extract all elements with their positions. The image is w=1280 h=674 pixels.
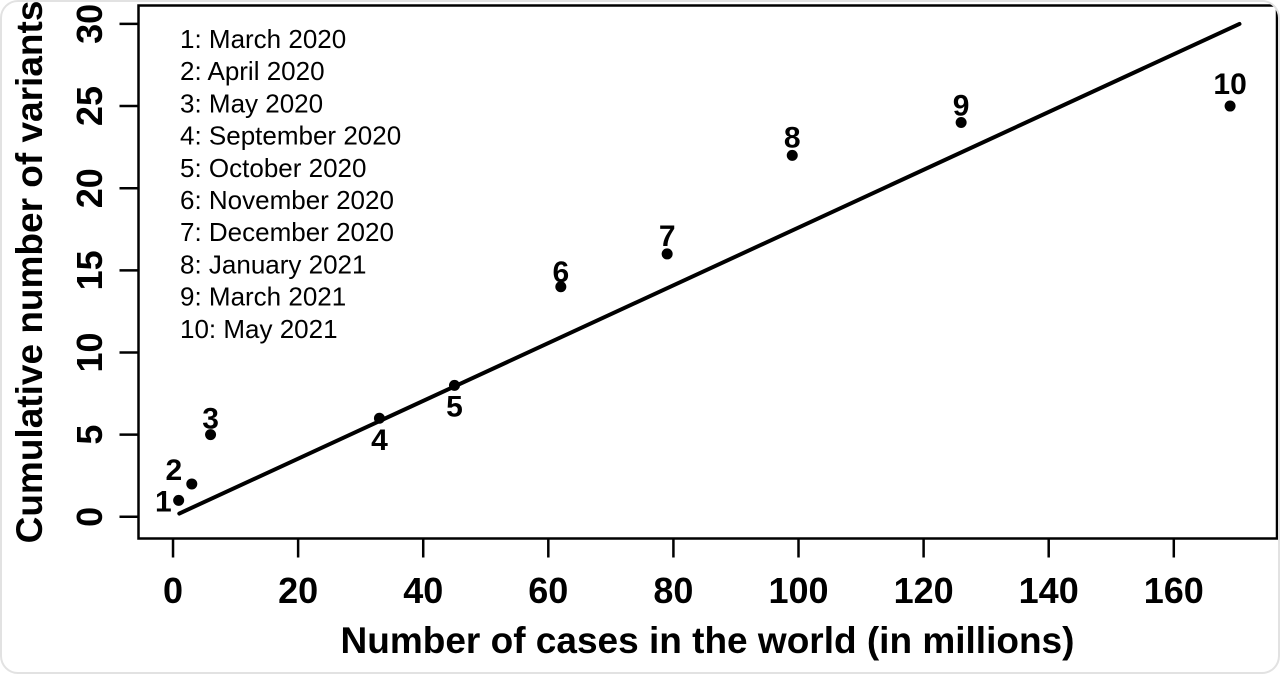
data-point-label-7: 7 (659, 220, 676, 253)
legend-item-2: 2: April 2020 (180, 56, 325, 86)
data-point-4 (373, 412, 385, 424)
x-tick-label: 40 (403, 570, 443, 611)
x-tick-label: 120 (894, 570, 954, 611)
data-point-10 (1224, 100, 1236, 112)
data-point-label-6: 6 (552, 256, 569, 289)
x-tick-label: 20 (278, 570, 318, 611)
data-point-label-10: 10 (1213, 68, 1246, 101)
legend-item-5: 5: October 2020 (180, 153, 366, 183)
y-axis-ticks: 0 5 10 15 20 25 30 (69, 4, 139, 527)
data-point-8 (786, 149, 798, 161)
x-tick-label: 160 (1144, 570, 1204, 611)
x-tick-label: 80 (653, 570, 693, 611)
y-tick-label: 10 (69, 332, 110, 372)
data-point-3 (205, 429, 217, 441)
y-tick-label: 15 (69, 250, 110, 290)
y-tick-label: 30 (69, 4, 110, 44)
data-point-label-3: 3 (202, 403, 219, 436)
data-point-label-8: 8 (784, 121, 801, 154)
data-point-1 (173, 494, 185, 506)
data-points: 123 4 5 6 7 8 9 10 (155, 68, 1247, 518)
trend-line (177, 21, 1242, 516)
data-point-9 (955, 116, 967, 128)
y-tick-label: 25 (69, 86, 110, 126)
legend-item-8: 8: January 2021 (180, 249, 366, 279)
legend-item-9: 9: March 2021 (180, 282, 346, 312)
y-tick-label: 5 (69, 425, 110, 445)
x-tick-label: 100 (768, 570, 828, 611)
x-tick-label: 60 (528, 570, 568, 611)
plot-frame (137, 4, 1278, 540)
legend-item-3: 3: May 2020 (180, 88, 323, 118)
x-tick-label: 140 (1019, 570, 1079, 611)
y-tick-label: 0 (69, 507, 110, 527)
data-point-5 (448, 379, 460, 391)
data-point-label-1: 1 (155, 485, 172, 518)
legend-item-1: 1: March 2020 (180, 24, 346, 54)
data-point-7 (661, 248, 673, 260)
legend-item-4: 4: September 2020 (180, 121, 401, 151)
y-axis-title: Cumulative number of variants (9, 2, 50, 543)
data-point-2 (186, 478, 198, 490)
x-axis-title: Number of cases in the world (in million… (341, 620, 1075, 661)
data-point-label-9: 9 (953, 89, 970, 122)
data-point-label-4: 4 (371, 424, 388, 457)
x-axis-ticks: 0 20 40 60 80 100 120 140 160 (163, 538, 1204, 611)
data-point-6 (555, 281, 567, 293)
legend-item-10: 10: May 2021 (180, 314, 338, 344)
data-point-label-5: 5 (446, 390, 463, 423)
y-tick-label: 20 (69, 168, 110, 208)
legend-item-6: 6: November 2020 (180, 185, 394, 215)
data-point-label-2: 2 (165, 454, 182, 487)
legend-item-7: 7: December 2020 (180, 217, 394, 247)
x-tick-label: 0 (163, 570, 183, 611)
